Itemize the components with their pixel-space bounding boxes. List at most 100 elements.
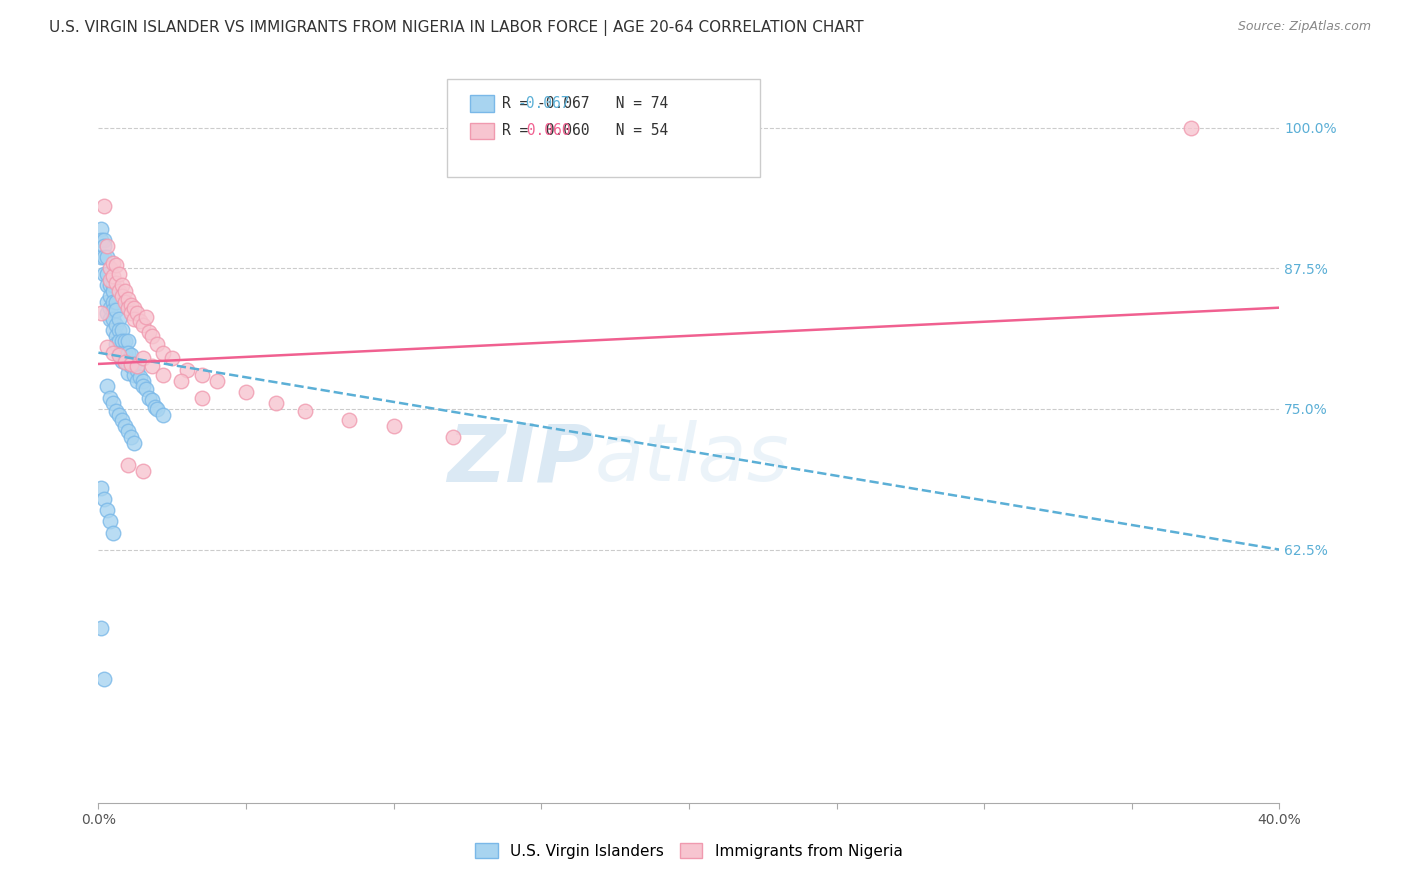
Point [152,345,174,359]
Point [128,314,150,328]
Point [93,672,115,686]
Point [132,318,155,332]
Point [135,382,157,396]
Point [96,239,118,253]
Point [125,306,148,320]
Point [93,267,115,281]
Point [120,348,142,362]
Point [96,250,118,264]
Point [120,306,142,320]
Point [98,272,121,286]
Point [98,278,121,293]
Point [90,222,112,236]
Point [191,391,214,405]
Point [122,368,145,383]
Point [96,295,118,310]
Point [441,430,464,444]
Point [138,326,160,340]
Point [111,413,134,427]
Point [135,310,157,324]
Point [105,318,128,332]
Point [111,323,134,337]
Text: atlas: atlas [595,420,789,498]
Point [125,359,148,374]
Point [122,357,145,371]
Point [90,481,112,495]
Point [132,351,155,366]
Point [122,435,145,450]
Point [125,362,148,376]
Point [103,312,125,326]
Point [96,306,118,320]
Point [105,258,128,272]
Point [96,340,118,354]
Point [132,374,155,388]
Point [125,374,148,388]
Point [162,351,183,366]
Point [1180,120,1202,135]
Point [93,199,115,213]
Point [152,368,174,383]
Point [120,357,142,371]
Point [103,255,125,269]
Point [117,425,139,439]
Bar [471,95,494,112]
Bar [471,122,494,138]
Point [103,323,125,337]
Point [111,278,134,293]
Point [96,379,118,393]
Point [98,391,121,405]
Point [205,374,228,388]
Point [108,284,131,298]
Point [117,292,139,306]
Point [141,359,163,374]
Point [132,379,155,393]
Point [108,348,131,362]
Point [114,354,136,368]
Point [103,295,125,310]
Point [120,430,142,444]
Point [108,267,131,281]
Point [117,366,139,380]
Text: R = -0.067   N = 74: R = -0.067 N = 74 [502,96,669,111]
Point [114,418,136,433]
Point [90,621,112,635]
Point [339,413,360,427]
Point [117,334,139,349]
Point [105,404,128,418]
Point [294,404,316,418]
Text: Source: ZipAtlas.com: Source: ZipAtlas.com [1237,20,1371,33]
Point [98,301,121,315]
Point [108,345,131,359]
Point [114,295,136,310]
Point [264,396,287,410]
Point [98,312,121,326]
Point [117,301,139,315]
Point [120,298,142,312]
Point [90,250,112,264]
Point [105,328,128,343]
Point [98,261,121,276]
Text: U.S. VIRGIN ISLANDER VS IMMIGRANTS FROM NIGERIA IN LABOR FORCE | AGE 20-64 CORRE: U.S. VIRGIN ISLANDER VS IMMIGRANTS FROM … [49,20,863,36]
FancyBboxPatch shape [447,78,759,178]
Point [191,368,214,383]
Point [96,267,118,281]
Point [138,391,160,405]
Point [111,334,134,349]
Point [152,408,174,422]
Point [103,278,125,293]
Point [128,370,150,384]
Point [114,345,136,359]
Point [108,408,131,422]
Point [103,302,125,317]
Point [146,401,169,416]
Point [105,295,128,310]
Point [141,392,163,407]
Point [105,276,128,290]
Point [105,302,128,317]
Point [122,312,145,326]
Text: R =  0.060   N = 54: R = 0.060 N = 54 [502,123,669,138]
Point [90,306,112,320]
Point [114,334,136,349]
Point [117,458,139,473]
